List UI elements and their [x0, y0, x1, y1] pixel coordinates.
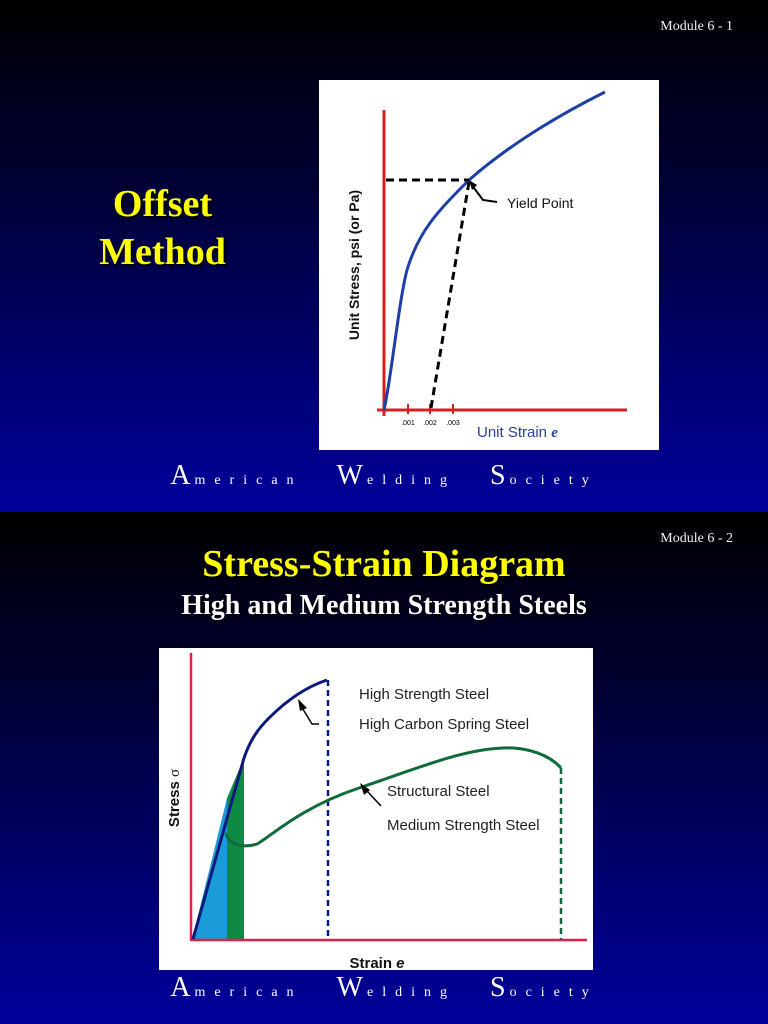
x-tick-003: .003	[446, 420, 460, 427]
arrow-icon	[360, 783, 370, 795]
label-structural: Structural Steel	[387, 783, 490, 800]
stress-curve	[382, 90, 606, 411]
x-tick-001: .001	[401, 420, 415, 427]
label-medium-strength: Medium Strength Steel	[387, 817, 540, 834]
stress-strain-svg: High Strength Steel High Carbon Spring S…	[166, 653, 587, 972]
arrow-icon	[298, 699, 307, 711]
slide-subtitle: High and Medium Strength Steels	[181, 590, 587, 621]
module-label: Module 6 - 2	[660, 531, 733, 546]
offset-chart-svg: .001 .002 .003 Yield Point Unit Strain e…	[346, 90, 627, 441]
aws-footer: American Welding Society	[170, 972, 598, 1003]
x-axis-label: Strain e	[349, 955, 404, 970]
label-high-strength: High Strength Steel	[359, 686, 489, 703]
slide-title: Stress-Strain Diagram	[202, 543, 566, 585]
offset-method-chart: .001 .002 .003 Yield Point Unit Strain e…	[319, 80, 659, 450]
slide-stress-strain: Module 6 - 2 Stress-Strain Diagram High …	[0, 512, 768, 1024]
y-axis-label: Stress σ	[166, 769, 183, 827]
arrow-icon	[469, 180, 477, 190]
elastic-fill	[192, 798, 227, 940]
x-axis-label: Unit Strain e	[477, 424, 558, 441]
x-tick-002: .002	[423, 420, 437, 427]
label-high-carbon: High Carbon Spring Steel	[359, 716, 529, 733]
slide-title: Offset Method	[70, 180, 255, 276]
high-strength-curve	[191, 678, 328, 940]
y-axis-label: Unit Stress, psi (or Pa)	[346, 190, 362, 340]
aws-footer: American Welding Society	[170, 460, 598, 491]
slide-offset-method: Module 6 - 1 Offset Method .001 .002 .00…	[0, 0, 768, 512]
title-line-1: Offset	[112, 183, 213, 225]
stress-strain-chart: High Strength Steel High Carbon Spring S…	[159, 648, 593, 972]
title-line-2: Method	[99, 231, 226, 273]
yield-point-label: Yield Point	[507, 195, 574, 211]
structural-steel-curve	[224, 746, 563, 848]
module-label: Module 6 - 1	[660, 19, 733, 34]
